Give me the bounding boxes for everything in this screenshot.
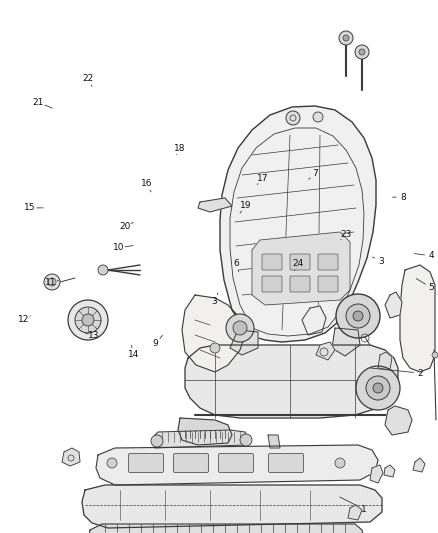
Circle shape <box>432 352 438 358</box>
Circle shape <box>343 35 349 41</box>
Polygon shape <box>348 505 362 520</box>
Text: 23: 23 <box>340 230 352 239</box>
Circle shape <box>44 274 60 290</box>
Circle shape <box>151 435 163 447</box>
Text: 19: 19 <box>240 201 251 209</box>
Polygon shape <box>62 448 80 466</box>
Circle shape <box>353 311 363 321</box>
Circle shape <box>286 111 300 125</box>
Text: 1: 1 <box>360 505 367 513</box>
Polygon shape <box>332 328 360 356</box>
Text: 20: 20 <box>119 222 131 231</box>
Polygon shape <box>88 524 364 533</box>
Circle shape <box>233 321 247 335</box>
Polygon shape <box>155 430 248 448</box>
Polygon shape <box>302 306 326 335</box>
FancyBboxPatch shape <box>290 254 310 270</box>
Text: 17: 17 <box>257 174 268 183</box>
Circle shape <box>359 49 365 55</box>
Circle shape <box>373 383 383 393</box>
Polygon shape <box>385 406 412 435</box>
Circle shape <box>346 304 370 328</box>
Text: 3: 3 <box>378 257 384 265</box>
Polygon shape <box>252 232 350 305</box>
Polygon shape <box>413 458 425 472</box>
Circle shape <box>210 343 220 353</box>
Polygon shape <box>82 485 382 528</box>
Text: 16: 16 <box>141 180 152 188</box>
Polygon shape <box>185 345 398 418</box>
Text: 3: 3 <box>212 297 218 305</box>
Text: 21: 21 <box>33 98 44 107</box>
Text: 12: 12 <box>18 316 30 324</box>
Text: 11: 11 <box>45 278 56 287</box>
FancyBboxPatch shape <box>173 454 208 472</box>
Circle shape <box>75 307 101 333</box>
Polygon shape <box>96 445 378 485</box>
Polygon shape <box>178 418 232 445</box>
Polygon shape <box>182 295 245 372</box>
FancyBboxPatch shape <box>268 454 304 472</box>
Circle shape <box>68 300 108 340</box>
Text: 5: 5 <box>428 284 434 292</box>
Polygon shape <box>370 465 383 483</box>
Polygon shape <box>198 198 232 212</box>
Text: 4: 4 <box>429 252 434 260</box>
Text: 18: 18 <box>174 144 185 152</box>
Circle shape <box>240 434 252 446</box>
Polygon shape <box>316 342 335 360</box>
Text: 2: 2 <box>418 369 423 377</box>
FancyBboxPatch shape <box>318 276 338 292</box>
Circle shape <box>339 31 353 45</box>
Polygon shape <box>400 265 435 372</box>
Circle shape <box>48 278 56 286</box>
Text: 7: 7 <box>312 169 318 177</box>
Text: 24: 24 <box>292 260 304 268</box>
FancyBboxPatch shape <box>262 254 282 270</box>
Circle shape <box>107 458 117 468</box>
Circle shape <box>366 376 390 400</box>
Text: 15: 15 <box>24 204 35 212</box>
FancyBboxPatch shape <box>290 276 310 292</box>
Polygon shape <box>268 435 280 448</box>
Circle shape <box>355 45 369 59</box>
Text: 22: 22 <box>82 75 93 83</box>
Polygon shape <box>230 330 258 355</box>
Circle shape <box>82 314 94 326</box>
Polygon shape <box>378 352 392 370</box>
Circle shape <box>335 458 345 468</box>
Text: 8: 8 <box>400 193 406 201</box>
Circle shape <box>356 366 400 410</box>
Text: 13: 13 <box>88 332 100 340</box>
Polygon shape <box>385 292 402 318</box>
Circle shape <box>336 294 380 338</box>
FancyBboxPatch shape <box>128 454 163 472</box>
Text: 10: 10 <box>113 244 124 252</box>
Text: 9: 9 <box>152 340 159 348</box>
Circle shape <box>226 314 254 342</box>
Text: 14: 14 <box>128 350 139 359</box>
Polygon shape <box>220 106 376 342</box>
Circle shape <box>98 265 108 275</box>
FancyBboxPatch shape <box>262 276 282 292</box>
FancyBboxPatch shape <box>318 254 338 270</box>
FancyBboxPatch shape <box>219 454 254 472</box>
Circle shape <box>313 112 323 122</box>
Text: 6: 6 <box>233 260 240 268</box>
Polygon shape <box>384 465 395 477</box>
